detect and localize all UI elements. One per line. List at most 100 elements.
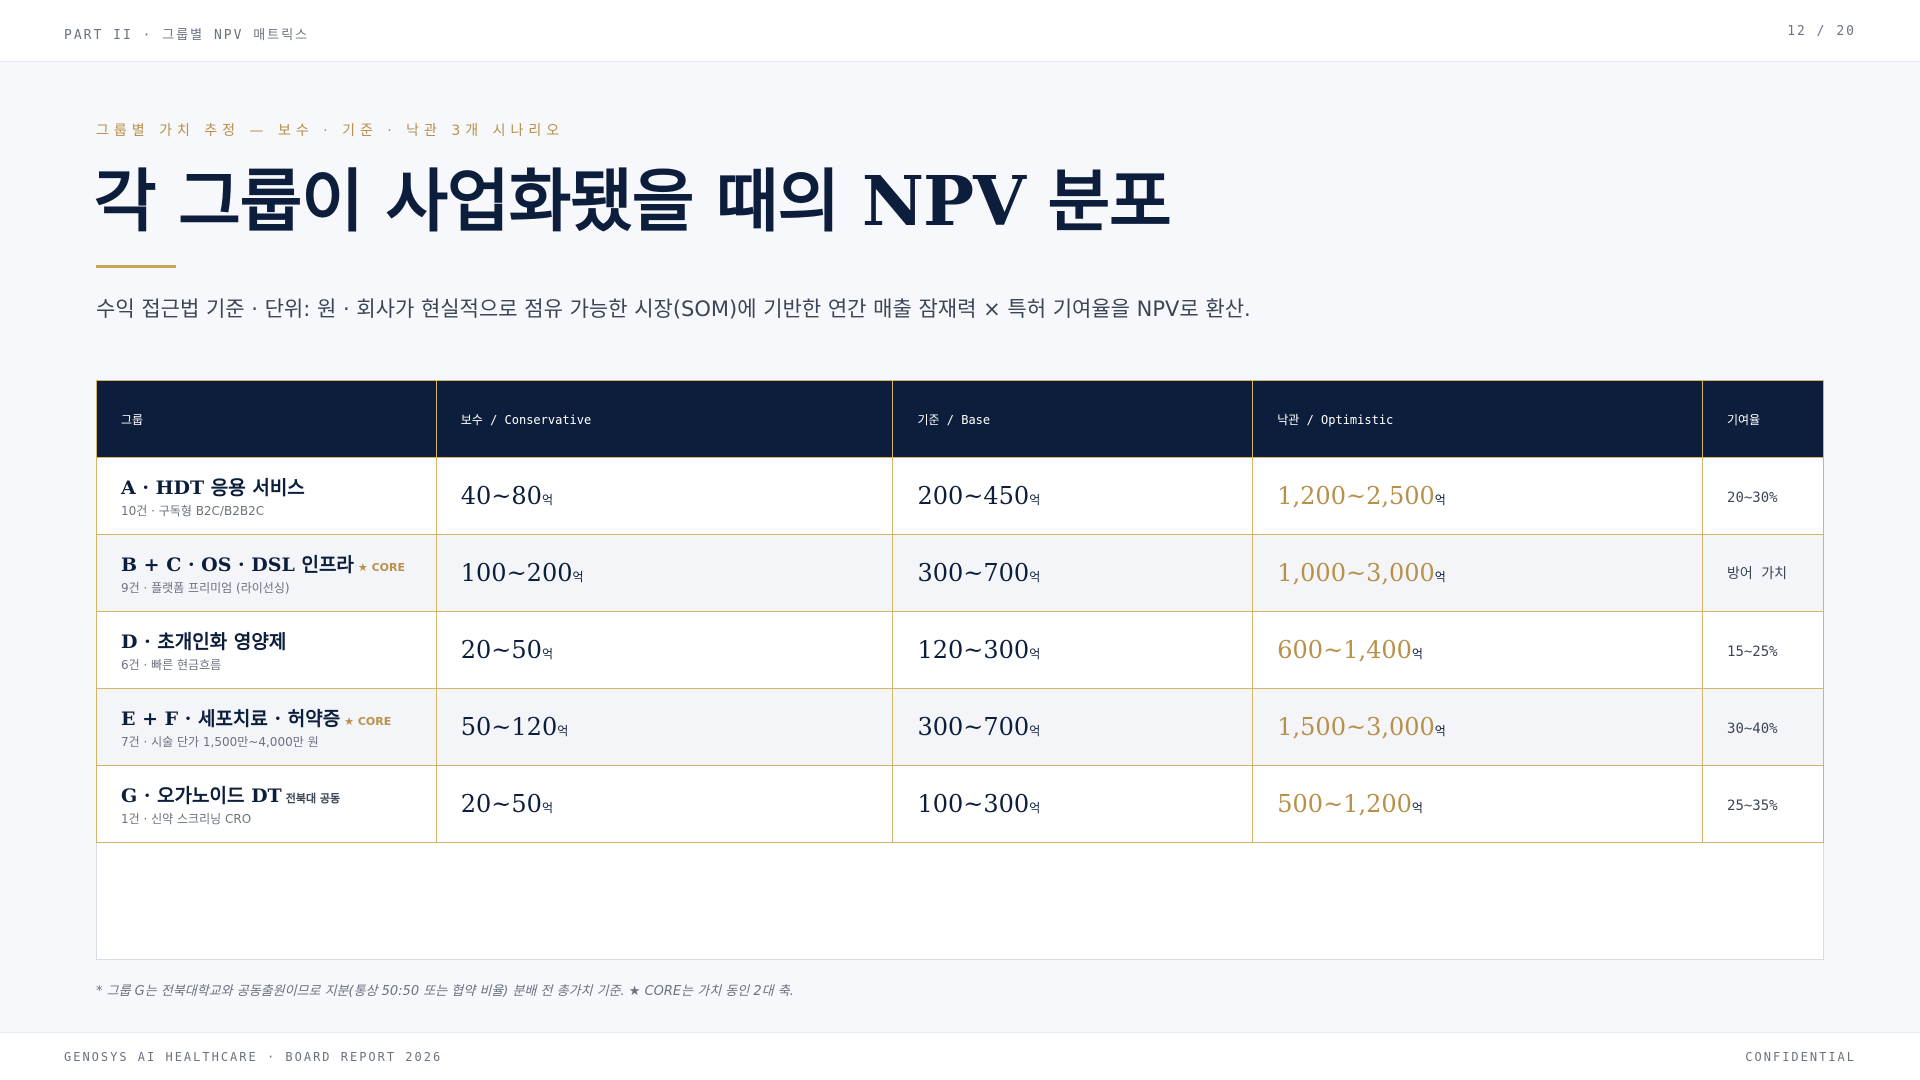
conservative-cell: 20~50억 — [435, 765, 894, 843]
optimistic-value: 1,000~3,000 — [1277, 559, 1435, 587]
base-value: 120~300 — [917, 636, 1030, 664]
conservative-value: 40~80 — [460, 482, 542, 510]
group-line: G · 오가노이드 DT 전북대 공동 — [121, 781, 436, 808]
share-value: 방어 가치 — [1727, 566, 1787, 582]
unit: 억 — [1029, 801, 1041, 815]
base-value: 300~700 — [917, 713, 1030, 741]
page-number: 12 / 20 — [1787, 24, 1856, 39]
group-cell: A · HDT 응용 서비스 10건 · 구독형 B2C/B2B2C — [96, 457, 437, 535]
group-cell: E + F · 세포치료 · 허약증 ★ CORE 7건 · 시술 단가 1,500… — [96, 688, 437, 766]
share-value: 30~40% — [1727, 720, 1778, 737]
unit: 억 — [541, 647, 553, 661]
table-row: D · 초개인화 영양제 6건 · 빠른 현금흐름 20~50억 120~300억 60… — [96, 611, 1824, 689]
column-header: 기여율 — [1702, 380, 1824, 458]
group-sub: 9건 · 플랫폼 프리미엄 (라이선싱) — [121, 581, 290, 595]
group-sub: 6건 · 빠른 현금흐름 — [121, 658, 222, 672]
conservative-cell: 40~80억 — [435, 457, 894, 535]
group-name: A · HDT 응용 서비스 — [121, 477, 305, 499]
unit: 억 — [1029, 724, 1041, 738]
optimistic-value: 600~1,400 — [1277, 636, 1412, 664]
unit: 억 — [1029, 647, 1041, 661]
unit: 억 — [1434, 570, 1446, 584]
unit: 억 — [1029, 493, 1041, 507]
column-header: 낙관 / Optimistic — [1252, 380, 1704, 458]
share-value: 20~30% — [1727, 489, 1778, 506]
optimistic-cell: 1,000~3,000억 — [1252, 534, 1704, 612]
unit: 억 — [541, 801, 553, 815]
title: 각 그룹이 사업화됐을 때의 NPV 분포 — [94, 162, 1172, 242]
group-line: D · 초개인화 영양제 — [121, 627, 436, 654]
group-line: E + F · 세포치료 · 허약증 ★ CORE — [121, 704, 436, 731]
conservative-value: 100~200 — [460, 559, 573, 587]
group-cell: G · 오가노이드 DT 전북대 공동 1건 · 신약 스크리닝 CRO — [96, 765, 437, 843]
optimistic-value: 500~1,200 — [1277, 790, 1412, 818]
share-value: 25~35% — [1727, 797, 1778, 814]
group-tag: ★ CORE — [357, 561, 406, 574]
optimistic-cell: 600~1,400억 — [1252, 611, 1704, 689]
share-value: 15~25% — [1727, 643, 1778, 660]
group-sub: 1건 · 신약 스크리닝 CRO — [121, 812, 252, 826]
group-name: G · 오가노이드 DT — [121, 785, 282, 807]
footer-right: CONFIDENTIAL — [1745, 1050, 1856, 1064]
share-cell: 20~30% — [1702, 457, 1824, 535]
unit: 억 — [1411, 647, 1423, 661]
unit: 억 — [1411, 801, 1423, 815]
base-value: 200~450 — [917, 482, 1030, 510]
accent-rule — [96, 265, 176, 268]
header-row: 그룹 보수 / Conservative 기준 / Base 낙관 / Optimis… — [96, 380, 1824, 458]
unit: 억 — [572, 570, 584, 584]
section-label: PART II · 그룹별 NPV 매트릭스 — [64, 28, 310, 43]
group-name: B + C · OS · DSL 인프라 — [121, 554, 354, 576]
group-name: E + F · 세포치료 · 허약증 — [121, 708, 341, 730]
share-cell: 방어 가치 — [1702, 534, 1824, 612]
column-header: 보수 / Conservative — [435, 380, 894, 458]
optimistic-cell: 1,200~2,500억 — [1252, 457, 1704, 535]
base-cell: 200~450억 — [892, 457, 1254, 535]
share-cell: 30~40% — [1702, 688, 1824, 766]
group-tag: ★ CORE — [344, 715, 392, 728]
table-row: G · 오가노이드 DT 전북대 공동 1건 · 신약 스크리닝 CRO 20~50억… — [96, 765, 1824, 843]
header-bar: PART II · 그룹별 NPV 매트릭스 12 / 20 — [0, 0, 1920, 62]
conservative-value: 50~120 — [460, 713, 558, 741]
table-body: A · HDT 응용 서비스 10건 · 구독형 B2C/B2B2C 40~80억 2… — [96, 457, 1824, 843]
footer-bar: GENOSYS AI HEALTHCARE · BOARD REPORT 202… — [0, 1032, 1920, 1080]
group-cell: D · 초개인화 영양제 6건 · 빠른 현금흐름 — [96, 611, 437, 689]
group-sub: 7건 · 시술 단가 1,500만~4,000만 원 — [121, 735, 319, 749]
column-header: 그룹 — [96, 380, 437, 458]
table-row: E + F · 세포치료 · 허약증 ★ CORE 7건 · 시술 단가 1,500… — [96, 688, 1824, 766]
share-cell: 25~35% — [1702, 765, 1824, 843]
conservative-value: 20~50 — [460, 636, 542, 664]
conservative-cell: 100~200억 — [435, 534, 894, 612]
unit: 억 — [541, 493, 553, 507]
unit: 억 — [1029, 570, 1041, 584]
group-line: B + C · OS · DSL 인프라 ★ CORE — [121, 550, 436, 577]
group-name: D · 초개인화 영양제 — [121, 631, 287, 653]
base-cell: 120~300억 — [892, 611, 1254, 689]
column-header: 기준 / Base — [892, 380, 1254, 458]
base-value: 100~300 — [917, 790, 1030, 818]
optimistic-cell: 1,500~3,000억 — [1252, 688, 1704, 766]
conservative-cell: 50~120억 — [435, 688, 894, 766]
base-cell: 100~300억 — [892, 765, 1254, 843]
npv-table: 그룹 보수 / Conservative 기준 / Base 낙관 / Optimis… — [96, 380, 1824, 843]
table-row: A · HDT 응용 서비스 10건 · 구독형 B2C/B2B2C 40~80억 2… — [96, 457, 1824, 535]
unit: 억 — [1434, 493, 1446, 507]
group-tag: 전북대 공동 — [285, 792, 341, 805]
group-line: A · HDT 응용 서비스 — [121, 473, 436, 500]
table-row: B + C · OS · DSL 인프라 ★ CORE 9건 · 플랫폼 프리미엄 … — [96, 534, 1824, 612]
footer-left: GENOSYS AI HEALTHCARE · BOARD REPORT 202… — [64, 1050, 443, 1064]
eyebrow: 그룹별 가치 추정 — 보수 · 기준 · 낙관 3개 시나리오 — [96, 123, 565, 139]
base-value: 300~700 — [917, 559, 1030, 587]
footnote: * 그룹 G는 전북대학교와 공동출원이므로 지분(통상 50:50 또는 협약… — [96, 984, 794, 999]
conservative-cell: 20~50억 — [435, 611, 894, 689]
base-cell: 300~700억 — [892, 688, 1254, 766]
group-cell: B + C · OS · DSL 인프라 ★ CORE 9건 · 플랫폼 프리미엄 … — [96, 534, 437, 612]
optimistic-cell: 500~1,200억 — [1252, 765, 1704, 843]
unit: 억 — [1434, 724, 1446, 738]
conservative-value: 20~50 — [460, 790, 542, 818]
subtitle: 수익 접근법 기준 · 단위: 원 · 회사가 현실적으로 점유 가능한 시장(… — [96, 297, 1251, 321]
optimistic-value: 1,200~2,500 — [1277, 482, 1435, 510]
share-cell: 15~25% — [1702, 611, 1824, 689]
base-cell: 300~700억 — [892, 534, 1254, 612]
